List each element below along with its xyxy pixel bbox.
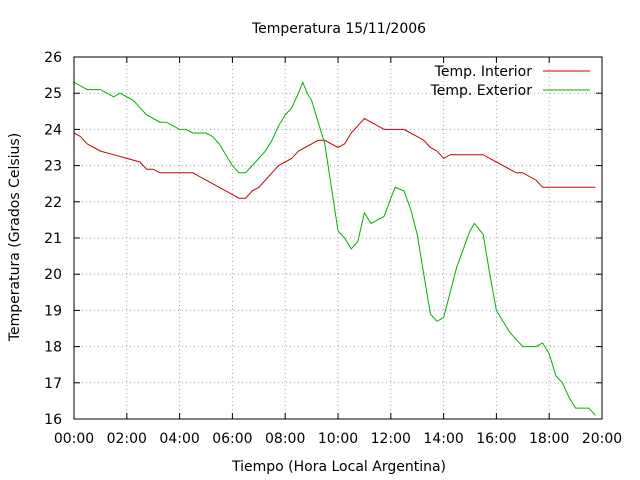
y-tick-label: 25 — [44, 86, 62, 102]
x-tick-label: 08:00 — [265, 431, 305, 447]
x-tick-label: 16:00 — [476, 431, 516, 447]
y-tick-label: 24 — [44, 122, 62, 138]
x-tick-label: 20:00 — [582, 431, 622, 447]
legend-label-temp-exterior: Temp. Exterior — [430, 83, 533, 99]
y-tick-label: 22 — [44, 195, 62, 211]
y-tick-label: 21 — [44, 231, 62, 247]
y-tick-label: 19 — [44, 303, 62, 319]
legend: Temp. Interior Temp. Exterior — [430, 64, 590, 99]
series-lines — [73, 80, 596, 416]
y-tick-label: 20 — [44, 267, 62, 283]
y-tick-label: 17 — [44, 376, 62, 392]
x-tick-label: 02:00 — [107, 431, 147, 447]
x-tick-label: 18:00 — [529, 431, 569, 447]
x-tick-label: 04:00 — [159, 431, 199, 447]
y-tick-label: 16 — [44, 412, 62, 428]
y-tick-label: 23 — [44, 159, 62, 175]
x-axis-label: Tiempo (Hora Local Argentina) — [231, 459, 446, 475]
x-tick-label: 06:00 — [212, 431, 252, 447]
y-tick-label: 18 — [44, 340, 62, 356]
chart-title: Temperatura 15/11/2006 — [251, 21, 426, 37]
ticks: 16 17 18 19 20 21 22 23 24 25 26 00:00 02:00 04:00 06:… — [44, 50, 622, 447]
plot-frame — [73, 56, 603, 420]
grid — [74, 57, 602, 419]
legend-label-temp-interior: Temp. Interior — [434, 64, 533, 80]
series-line-temp-exterior — [73, 80, 596, 416]
y-axis-label: Temperatura (Grados Celsius) — [7, 133, 23, 342]
series-line-temp-interior — [73, 117, 596, 199]
x-tick-label: 00:00 — [54, 431, 94, 447]
y-tick-label: 26 — [44, 50, 62, 66]
x-tick-label: 12:00 — [371, 431, 411, 447]
x-tick-label: 14:00 — [423, 431, 463, 447]
x-tick-label: 10:00 — [318, 431, 358, 447]
